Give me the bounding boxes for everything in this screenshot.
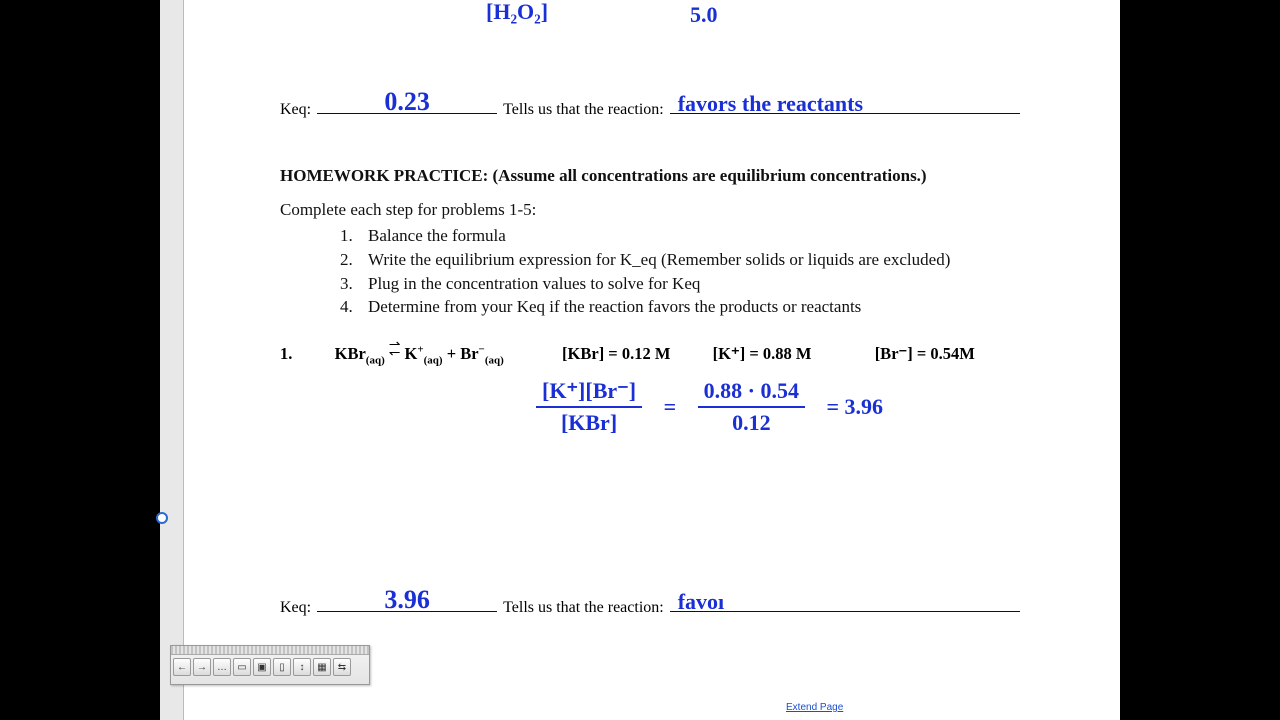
conc-k: [K⁺] = 0.88 M: [713, 344, 812, 363]
step-item: 2.Write the equilibrium expression for K…: [340, 248, 1080, 272]
keq-label: Keq:: [280, 101, 311, 119]
tool-button[interactable]: ↕: [293, 658, 311, 676]
conc-kbr: [KBr] = 0.12 M: [562, 344, 670, 363]
tool-button[interactable]: ▦: [313, 658, 331, 676]
tells-label: Tells us that the reaction:: [503, 101, 664, 119]
keq-line-1: Keq: 0.23 Tells us that the reaction: fa…: [280, 92, 1020, 119]
keq-line-2: Keq: 3.96 Tells us that the reaction: fa…: [280, 590, 1020, 617]
keq-value-blank[interactable]: 0.23: [317, 92, 497, 114]
tool-icon: ▯: [279, 662, 285, 673]
frac-num: 0.88 · 0.54: [698, 378, 805, 406]
toolbar-buttons-row: ← → … ▭ ▣ ▯ ↕ ▦ ⇆: [171, 655, 369, 679]
problem-number: 1.: [280, 344, 292, 363]
problem-equation: KBr(aq)⇀↽K+(aq) + Br−(aq): [335, 344, 504, 363]
tool-icon: ▦: [317, 662, 326, 673]
fraction-denom-text: [H₂O₂]: [480, 0, 554, 25]
tool-icon: ↕: [300, 662, 305, 673]
keq-value: 3.96: [384, 585, 430, 615]
tool-icon: ⇆: [338, 662, 346, 673]
tells-value: favors the reactants: [678, 91, 863, 117]
step-text: Determine from your Keq if the reaction …: [368, 295, 861, 319]
frac-num: [K⁺][Br⁻]: [536, 378, 642, 406]
equals-sign: =: [664, 394, 677, 419]
step-item: 3.Plug in the concentration values to so…: [340, 272, 1080, 296]
tool-button[interactable]: ▯: [273, 658, 291, 676]
calc-result: = 3.96: [826, 394, 883, 419]
tool-button[interactable]: ⇆: [333, 658, 351, 676]
step-text: Write the equilibrium expression for K_e…: [368, 248, 950, 272]
step-item: 4.Determine from your Keq if the reactio…: [340, 295, 1080, 319]
homework-section: HOMEWORK PRACTICE: (Assume all concentra…: [280, 166, 1080, 319]
partial-value-right: 5.0: [690, 2, 718, 28]
step-item: 1.Balance the formula: [340, 224, 1080, 248]
frac-den: [KBr]: [536, 406, 642, 436]
homework-title: HOMEWORK PRACTICE: (Assume all concentra…: [280, 166, 1080, 186]
step-text: Balance the formula: [368, 224, 506, 248]
floating-toolbar[interactable]: ← → … ▭ ▣ ▯ ↕ ▦ ⇆: [170, 645, 370, 685]
toolbar-grip[interactable]: [171, 646, 369, 655]
tells-label: Tells us that the reaction:: [503, 599, 664, 617]
tool-icon: ▣: [257, 662, 266, 673]
arrow-left-icon: ←: [177, 662, 187, 673]
ellipsis-icon: …: [217, 662, 227, 673]
step-text: Plug in the concentration values to solv…: [368, 272, 700, 296]
problem-1-calculation: [K⁺][Br⁻] [KBr] = 0.88 · 0.54 0.12 = 3.9…: [530, 378, 893, 436]
tells-value: favoı: [678, 589, 724, 615]
tells-value-blank[interactable]: favoı: [670, 590, 1020, 612]
problem-1: 1. KBr(aq)⇀↽K+(aq) + Br−(aq) [KBr] = 0.1…: [280, 340, 1110, 366]
keq-value: 0.23: [384, 87, 430, 117]
document-page: [H₂O₂] 5.0 Keq: 0.23 Tells us that the r…: [160, 0, 1120, 720]
keq-label: Keq:: [280, 599, 311, 617]
back-button[interactable]: ←: [173, 658, 191, 676]
numeric-fraction: 0.88 · 0.54 0.12: [698, 378, 805, 436]
page-ruler: [160, 0, 184, 720]
frac-den: 0.12: [698, 406, 805, 436]
steps-list: 1.Balance the formula 2.Write the equili…: [340, 224, 1080, 319]
partial-fraction-denominator: [H₂O₂]: [480, 0, 554, 25]
tool-icon: ▭: [237, 662, 246, 673]
more-button[interactable]: …: [213, 658, 231, 676]
extend-page-link[interactable]: Extend Page: [786, 702, 843, 713]
tool-button[interactable]: ▭: [233, 658, 251, 676]
ruler-marker[interactable]: [156, 512, 168, 524]
expression-fraction: [K⁺][Br⁻] [KBr]: [536, 378, 642, 436]
tool-button[interactable]: ▣: [253, 658, 271, 676]
arrow-right-icon: →: [197, 662, 207, 673]
conc-br: [Br⁻] = 0.54M: [875, 344, 975, 363]
forward-button[interactable]: →: [193, 658, 211, 676]
homework-intro: Complete each step for problems 1-5:: [280, 200, 1080, 220]
tells-value-blank[interactable]: favors the reactants: [670, 92, 1020, 114]
keq-value-blank[interactable]: 3.96: [317, 590, 497, 612]
